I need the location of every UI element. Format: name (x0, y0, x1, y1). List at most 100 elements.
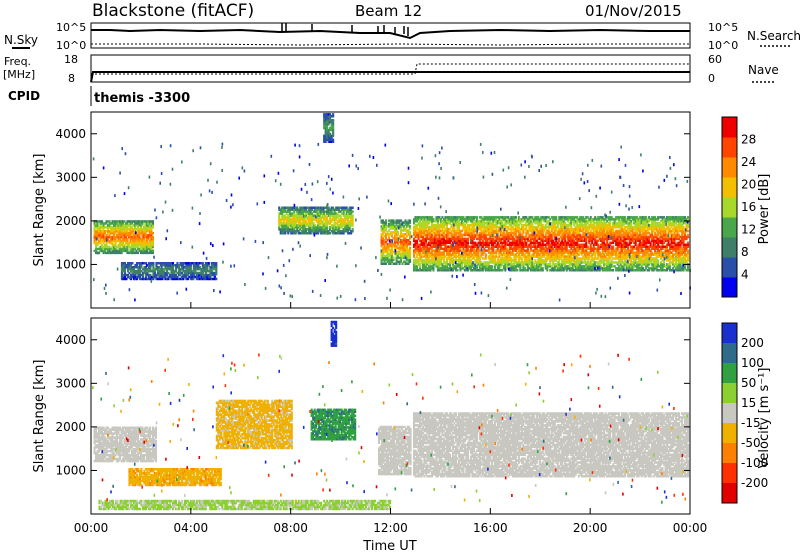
power-cell (597, 216, 600, 219)
power-cell (564, 247, 567, 250)
power-cell (171, 262, 174, 265)
power-cell (561, 247, 564, 250)
power-cell (293, 218, 296, 221)
power-cell (577, 231, 580, 235)
power-cell (338, 226, 341, 229)
power-cell (200, 267, 203, 271)
power-cell (93, 220, 96, 223)
power-cell (96, 230, 99, 233)
power-cell (546, 265, 549, 268)
power-cell (380, 242, 383, 246)
power-cell (189, 269, 192, 273)
power-cell (309, 224, 312, 227)
power-cell (419, 220, 422, 223)
power-cell (583, 222, 586, 225)
power-cell (460, 229, 463, 233)
power-cell (409, 219, 412, 222)
power-cell (490, 245, 493, 248)
power-cell (104, 247, 107, 251)
power-cell (600, 255, 603, 258)
power-cell (113, 251, 116, 255)
power-cell (474, 259, 477, 262)
power-cell (432, 231, 435, 235)
power-cell (438, 267, 441, 270)
power-cell (490, 265, 493, 268)
power-cell (305, 228, 308, 231)
power-cell (439, 263, 442, 266)
power-cell (441, 222, 444, 225)
power-cell (403, 252, 406, 256)
power-cell (403, 244, 406, 248)
power-cell (573, 231, 576, 235)
power-cell (432, 220, 435, 223)
power-cell (580, 245, 583, 248)
nave-trace (91, 63, 690, 75)
power-cell (293, 226, 296, 229)
power-cell (487, 237, 490, 241)
power-cell (534, 218, 537, 221)
power-cell (474, 229, 477, 233)
power-cell (562, 235, 565, 239)
power-cell (123, 224, 126, 227)
power-cell (559, 227, 562, 231)
power-cell (201, 266, 204, 269)
power-cell (321, 216, 324, 219)
power-cell (601, 253, 604, 256)
power-cell (585, 261, 588, 264)
power-cell (474, 220, 477, 223)
power-cell (421, 235, 424, 239)
power-cell (580, 249, 583, 252)
power-cell (282, 230, 285, 233)
power-cell (424, 233, 427, 237)
power-cell (416, 259, 419, 262)
power-cell (285, 216, 288, 219)
power-cell (417, 235, 420, 239)
power-cell (285, 218, 288, 221)
power-cell (550, 249, 553, 252)
power-cell (282, 228, 285, 231)
power-cell (95, 247, 98, 251)
power-cell (421, 243, 424, 246)
power-cell (332, 232, 335, 235)
power-cell (279, 232, 282, 235)
power-cell (517, 251, 520, 254)
power-cell (592, 257, 595, 260)
power-cell (603, 255, 606, 258)
power-cell (121, 228, 124, 231)
power-cell (287, 218, 290, 221)
power-cell (472, 251, 475, 254)
power-cell (297, 226, 300, 229)
power-cell (565, 259, 568, 262)
power-cell (296, 212, 299, 215)
power-cell (513, 231, 516, 235)
power-cell (149, 275, 152, 279)
power-cell (406, 246, 409, 250)
power-cell (119, 251, 122, 255)
power-cell (388, 219, 391, 222)
power-cell (493, 255, 496, 258)
power-cell (522, 229, 525, 233)
power-cell (469, 223, 472, 227)
power-cell (603, 237, 606, 241)
power-cell (441, 229, 444, 233)
power-cell (153, 269, 156, 273)
power-cell (462, 251, 465, 254)
power-cell (495, 239, 498, 243)
power-cell (439, 220, 442, 223)
power-cell (550, 227, 553, 231)
power-cell (520, 241, 523, 245)
power-cell (126, 273, 129, 277)
power-cell (454, 229, 457, 233)
power-cell (516, 222, 519, 225)
power-cell (288, 230, 291, 233)
power-cell (414, 235, 417, 239)
power-cell (457, 231, 460, 235)
power-cell (327, 222, 330, 225)
power-cell (555, 249, 558, 252)
power-cell (579, 269, 582, 272)
power-cell (329, 210, 332, 213)
power-cell (173, 277, 176, 281)
power-cell (601, 229, 604, 233)
power-cell (297, 232, 300, 235)
power-cell (400, 231, 403, 234)
